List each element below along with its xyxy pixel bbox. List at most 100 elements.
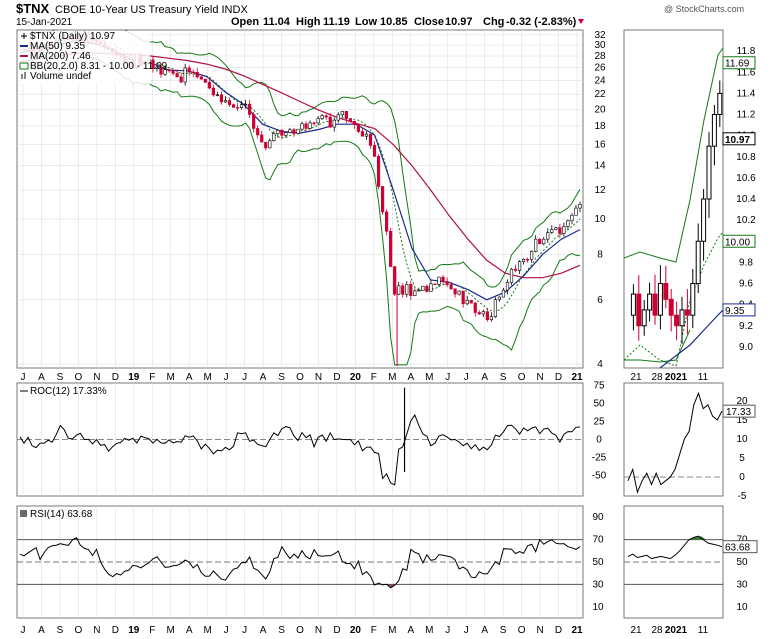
zoom-roc-tick: -5 [738,491,747,502]
zoom-tick-label: 11.2 [737,110,756,121]
roc-legend: ROC(12) 17.33% [20,386,107,397]
x-tick-label: O [296,625,304,636]
price-candle [429,283,433,292]
price-candle [324,115,328,118]
volume-legend-icon [21,74,23,79]
zoom-tick-label: 9.0 [739,342,753,353]
price-candle [284,132,288,136]
price-candle [316,118,320,124]
roc-tick-label: 25 [593,417,605,428]
legend-ma200: MA(200) 7.46 [30,51,91,62]
x-tick-label: A [38,372,45,383]
x-tick-label: 20 [350,625,362,636]
zoom-roc-plot [627,391,723,494]
price-candle [449,284,453,290]
zoom-candle [674,314,680,327]
legend-bb: BB(20,2.0) 8.31 - 10.00 - 11.69 [30,61,168,72]
price-candle [437,276,441,285]
price-candle [235,107,240,109]
zoom-candle [722,82,723,94]
price-tick-label: 14 [594,161,606,172]
zoom-marker-box [722,234,756,248]
price-candle [167,69,171,72]
price-candle [385,211,389,232]
roc-tick-label: 0 [596,435,602,446]
x-tick-label: A [407,625,414,636]
price-tick-label: 32 [594,30,606,41]
price-candle [320,115,324,120]
zoom-x-tick: 21 [630,625,642,636]
roc-plot [19,387,581,486]
x-tick-label: D [333,625,340,636]
x-tick-label: J [445,625,450,636]
price-candle [344,111,348,119]
rsi-tick-label: 50 [592,557,604,568]
zoom-x-tick: 28 [651,625,663,636]
x-tick-label: J [464,372,469,383]
x-tick-label: J [242,625,247,636]
price-candle [453,288,457,295]
symbol: $TNX [16,1,50,16]
price-candle [417,289,421,292]
x-tick-label: 19 [128,625,140,636]
price-candle [409,283,413,296]
x-tick-label: A [260,372,267,383]
x-tick-label: O [75,625,83,636]
price-candle [272,133,276,142]
price-candle [207,82,211,89]
price-candle [211,87,215,96]
x-tick-label: M [203,372,211,383]
price-candle [356,124,361,132]
x-tick-label: J [464,625,469,636]
price-candle [473,302,477,313]
zoom-tick-label: 10.4 [736,194,756,205]
price-candle [256,128,260,136]
price-candle [509,268,514,283]
price-candle [505,282,510,291]
zoom-candle [657,283,663,316]
price-candle [292,129,296,134]
zoom-candle [679,309,685,327]
price-candle [542,238,546,245]
zoom-x-tick: 2021 [665,625,688,636]
price-tick-label: 20 [594,104,606,115]
zoom-tick-label: 9.2 [739,321,753,332]
zoom-bb-lower [624,329,691,363]
price-tick-label: 24 [594,75,606,86]
close-value: 10.97 [445,16,473,28]
price-candle [376,156,381,187]
zoom-x-tick: 28 [651,372,663,383]
price-candle [244,103,248,106]
price-candle [268,140,272,149]
chart-date: 15-Jan-2021 [16,17,73,28]
x-tick-label: J [242,372,247,383]
price-tick-label: 8 [597,249,603,260]
price-candle [546,232,550,240]
price-legend: $TNX (Daily) 10.97 MA(50) 9.35 MA(200) 7… [19,31,168,84]
low-label: Low [355,16,377,28]
zoom-tick-label: 9.8 [739,257,753,268]
price-candle [530,251,534,260]
x-tick-label: N [536,372,543,383]
chg-value: -0.32 (-2.83%) [506,16,577,28]
zoom-marker-box [722,303,756,317]
roc-tick-label: -25 [592,453,607,464]
zoom-candle [668,298,674,316]
x-tick-label: A [186,372,193,383]
rsi-legend: RSI(14) 63.68 [20,509,93,520]
zoom-candle [630,293,636,316]
price-candle [397,285,401,295]
price-candle [578,204,582,209]
price-candle [264,141,268,149]
x-tick-label: M [203,625,211,636]
x-tick-label: J [445,372,450,383]
x-tick-label: O [75,372,83,383]
zoom-rsi-marker [722,540,758,554]
price-tick-label: 6 [597,295,603,306]
x-tick-label: S [500,625,507,636]
x-tick-label: N [93,372,100,383]
price-candle [538,238,542,245]
price-candle [461,290,465,305]
price-candle [187,67,191,73]
close-label: Close [414,16,444,28]
